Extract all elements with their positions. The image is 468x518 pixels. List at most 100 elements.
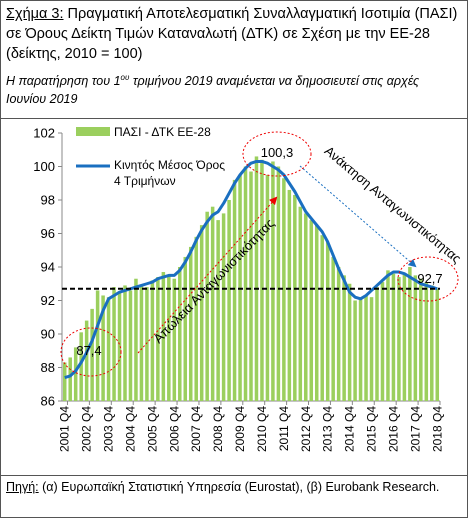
bar — [342, 275, 346, 401]
bar — [150, 280, 155, 401]
bar — [90, 308, 94, 401]
bar — [265, 174, 270, 401]
bar — [249, 171, 253, 401]
x-tick-label: 2005 Q4 — [145, 406, 159, 452]
bar — [68, 357, 72, 401]
bar — [386, 270, 390, 401]
bar — [347, 283, 352, 401]
bar — [145, 287, 149, 401]
bar — [128, 290, 133, 401]
bar — [79, 332, 83, 401]
x-tick-label: 2018 Q4 — [430, 406, 444, 452]
bar — [325, 241, 330, 401]
x-tick-label: 2012 Q4 — [299, 406, 313, 452]
bar — [232, 179, 237, 401]
bar — [331, 256, 335, 401]
x-tick-label: 2016 Q4 — [386, 406, 400, 452]
annotation-ellipse — [60, 327, 122, 377]
bar — [282, 178, 286, 401]
x-tick-label: 2008 Q4 — [211, 406, 225, 452]
bar — [117, 292, 122, 401]
note-sup: ου — [120, 73, 130, 82]
figure-label: Σχήμα 3: — [6, 6, 64, 22]
bar — [161, 272, 166, 401]
legend-label: ΠΑΣΙ - ΔΤΚ ΕΕ-28 — [114, 125, 211, 139]
note: Η παρατήρηση του 1ου τριμήνου 2019 αναμέ… — [6, 69, 462, 108]
bar — [369, 297, 374, 401]
bar — [320, 235, 324, 401]
bar — [199, 225, 204, 401]
y-tick-label: 98 — [41, 193, 55, 208]
bar — [194, 236, 198, 401]
y-tick-label: 100 — [33, 159, 55, 174]
bar — [139, 285, 144, 401]
bar — [62, 362, 67, 401]
bar — [364, 295, 368, 401]
bar — [435, 288, 440, 401]
bar — [227, 200, 231, 401]
bar — [276, 166, 281, 401]
source: Πηγή: (α) Ευρωπαϊκή Στατιστική Υπηρεσία … — [6, 478, 462, 496]
bar — [183, 256, 188, 401]
x-tick-label: 2013 Q4 — [321, 406, 335, 452]
x-tick-label: 2007 Q4 — [189, 406, 203, 452]
bar — [205, 211, 209, 401]
bar — [408, 267, 412, 401]
bar — [112, 287, 116, 401]
source-label: Πηγή: — [6, 480, 39, 494]
bar — [309, 220, 314, 401]
bar — [375, 287, 379, 401]
x-tick-label: 2014 Q4 — [343, 406, 357, 452]
bar — [287, 189, 292, 401]
bar — [210, 206, 215, 401]
y-tick-label: 92 — [41, 293, 55, 308]
x-tick-label: 2015 Q4 — [365, 406, 379, 452]
bar — [293, 194, 297, 401]
y-tick-label: 96 — [41, 226, 55, 241]
bar — [314, 225, 319, 401]
bar — [156, 277, 160, 401]
arrow-label: Ανάκτηση Ανταγωνιστικότητας — [322, 143, 465, 266]
annotation-label: 92,7 — [417, 271, 442, 286]
bar — [134, 278, 138, 401]
bar — [167, 275, 171, 401]
bar — [271, 161, 275, 401]
bar — [424, 282, 429, 401]
bar — [95, 290, 100, 401]
bar — [402, 273, 407, 401]
bar — [106, 297, 111, 401]
bar — [221, 213, 226, 401]
bar — [243, 166, 248, 401]
arrow — [137, 196, 278, 354]
bar — [216, 220, 220, 401]
x-tick-label: 2002 Q4 — [80, 406, 94, 452]
x-tick-label: 2010 Q4 — [255, 406, 269, 452]
bar — [101, 295, 105, 401]
annotation-label: 100,3 — [261, 145, 294, 160]
y-tick-label: 86 — [41, 394, 55, 409]
annotation-ellipse — [397, 256, 459, 302]
bar — [336, 267, 341, 401]
chart: 86 88 90 92 94 96 98 100 102 2001 Q4 2002 Q4 2003 Q… — [0, 118, 468, 476]
annotation-ellipse — [242, 131, 312, 177]
bar — [84, 320, 89, 401]
chart-title: Πραγματική Αποτελεσματική Συναλλαγματική… — [6, 6, 458, 62]
line — [64, 159, 438, 379]
bar — [298, 206, 303, 401]
bar — [430, 285, 434, 401]
annotation-label: 87,4 — [76, 343, 101, 358]
bar — [172, 278, 177, 401]
bar — [413, 275, 418, 401]
x-tick-label: 2009 Q4 — [233, 406, 247, 452]
x-tick-label: 2006 Q4 — [167, 406, 181, 452]
x-tick-label: 2004 Q4 — [123, 406, 137, 452]
source-text: (α) Ευρωπαϊκή Στατιστική Υπηρεσία (Euros… — [38, 480, 440, 494]
bar — [178, 267, 182, 401]
note-text: Η παρατήρηση του 1 — [6, 74, 121, 89]
bar — [358, 298, 363, 401]
bar — [304, 213, 308, 401]
bar — [254, 156, 259, 401]
x-tick-label: 2001 Q4 — [58, 406, 72, 452]
bar — [188, 246, 193, 401]
note-text: τριμήνου 2019 αναμένεται να δημοσιευτεί … — [6, 74, 420, 107]
